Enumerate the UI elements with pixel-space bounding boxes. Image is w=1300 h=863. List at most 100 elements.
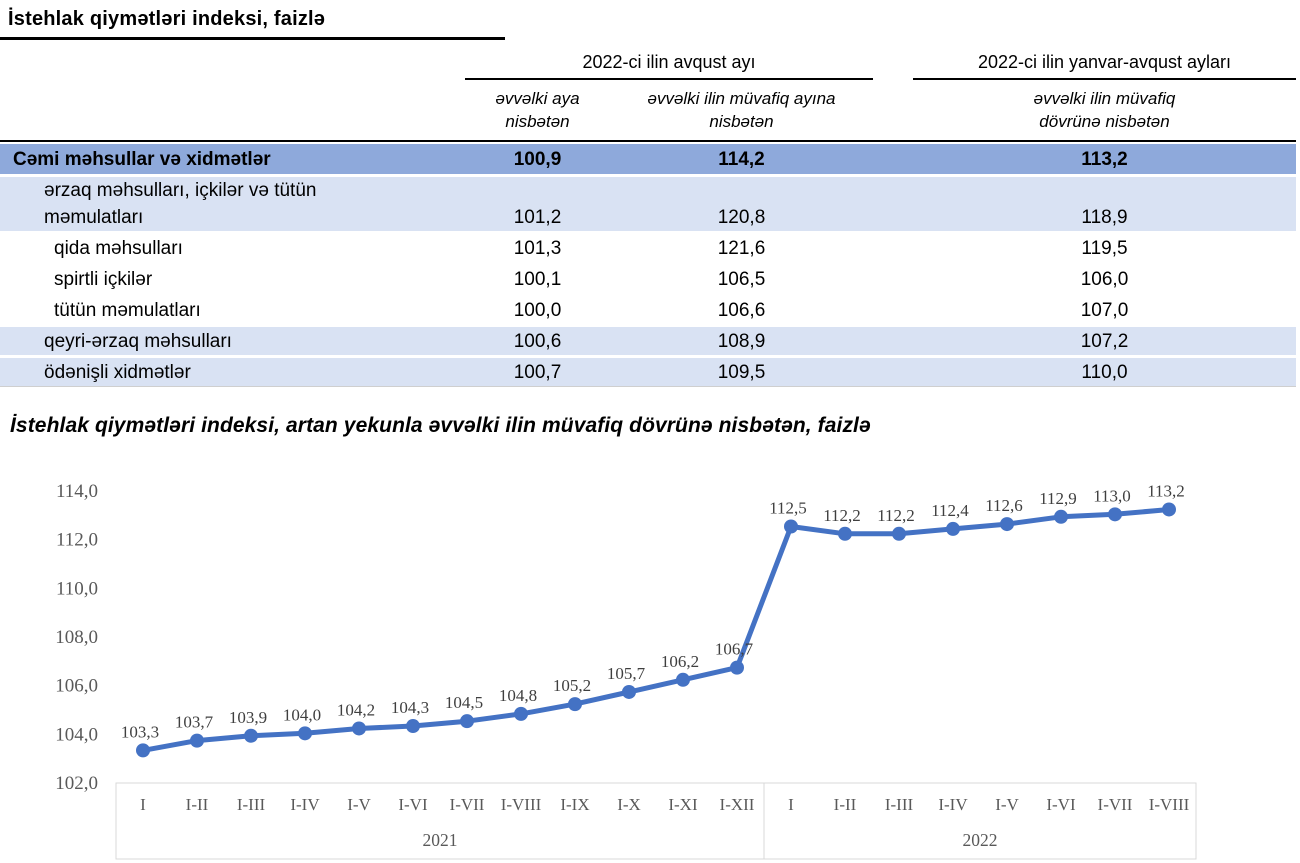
data-point-label: 104,2 xyxy=(337,700,375,719)
column-header-label: əvvəlki ilin müvafiq ayına nisbətən xyxy=(647,89,836,131)
y-axis-tick-label: 114,0 xyxy=(56,481,98,502)
y-axis-tick-label: 106,0 xyxy=(55,676,98,697)
x-axis-category-label: I-II xyxy=(186,795,209,814)
data-point-marker xyxy=(838,526,852,541)
x-axis-category-label: I-V xyxy=(995,795,1019,814)
row-value: 120,8 xyxy=(717,207,766,228)
data-point-marker xyxy=(1162,502,1176,517)
data-point-marker xyxy=(622,684,636,699)
cpi-line-series xyxy=(140,507,1172,753)
x-axis-category-label: I-III xyxy=(885,795,914,814)
row-label: qeyri-ərzaq məhsulları xyxy=(44,330,232,352)
data-point-marker xyxy=(406,719,420,734)
x-axis-category-label: I-XI xyxy=(668,795,698,814)
row-value: 100,1 xyxy=(513,268,562,290)
table-row: qida məhsulları 101,3 121,6 119,5 xyxy=(0,234,1296,262)
cpi-line-chart: 102,0 104,0 106,0 108,0 110,0 112,0 114,0 2021 2… xyxy=(0,460,1300,863)
cpi-line-chart-svg: 102,0 104,0 106,0 108,0 110,0 112,0 114,0 2021 2… xyxy=(55,481,1197,860)
data-point-label: 104,5 xyxy=(445,693,483,712)
data-point-marker xyxy=(1000,517,1014,532)
data-point-label: 112,5 xyxy=(769,499,807,518)
data-point-label: 112,2 xyxy=(823,506,861,525)
x-axis-category-label: I-VI xyxy=(1046,795,1076,814)
x-axis-category-label: I-VII xyxy=(1098,795,1133,814)
data-point-label: 105,2 xyxy=(553,676,591,695)
data-point-label: 106,2 xyxy=(661,652,699,671)
data-point-marker xyxy=(460,714,474,729)
row-label: Cəmi məhsullar və xidmətlər xyxy=(13,148,271,170)
row-value: 109,5 xyxy=(717,361,766,383)
data-point-label: 103,9 xyxy=(229,708,267,727)
data-point-label: 104,0 xyxy=(283,705,321,724)
x-axis-category-label: I-III xyxy=(237,795,266,814)
row-label: ərzaq məhsulları, içkilər və tütün məmul… xyxy=(44,180,317,228)
table-row: qeyri-ərzaq məhsulları 100,6 108,9 107,2 xyxy=(0,327,1296,355)
x-axis-category-label: I-IV xyxy=(938,795,968,814)
table-body: Cəmi məhsullar və xidmətlər 100,9 114,2 113… xyxy=(0,140,1296,387)
data-point-marker xyxy=(352,721,366,736)
row-value: 107,2 xyxy=(1080,330,1129,352)
data-point-marker xyxy=(190,733,204,748)
column-header-vs-same-period-prev-year: əvvəlki ilin müvafiq dövrünə nisbətən xyxy=(913,80,1296,140)
row-label: ödənişli xidmətlər xyxy=(44,361,191,383)
y-axis-tick-label: 108,0 xyxy=(55,627,98,648)
y-axis-tick-label: 102,0 xyxy=(55,773,98,794)
x-axis-category-label: I-VI xyxy=(398,795,428,814)
column-group-row: 2022-ci ilin avqust ayı 2022-ci ilin yan… xyxy=(0,44,1296,80)
data-point-label: 106,7 xyxy=(715,640,754,659)
table-row: spirtli içkilər 100,1 106,5 106,0 xyxy=(0,265,1296,293)
row-label: tütün məmulatları xyxy=(54,299,201,321)
row-value: 100,7 xyxy=(513,361,562,383)
data-point-label: 112,2 xyxy=(877,506,915,525)
x-axis-category-label: I-XII xyxy=(720,795,755,814)
row-value: 107,0 xyxy=(1080,299,1129,321)
data-point-label: 104,3 xyxy=(391,698,429,717)
row-value: 106,5 xyxy=(717,268,766,290)
x-axis-category-label: I xyxy=(140,795,146,814)
row-value: 106,6 xyxy=(717,299,766,321)
column-group-august: 2022-ci ilin avqust ayı xyxy=(465,44,873,80)
table-row: Cəmi məhsullar və xidmətlər 100,9 114,2 113… xyxy=(0,144,1296,174)
x-axis-category-label: I-IX xyxy=(560,795,589,814)
data-point-marker xyxy=(784,519,798,534)
row-value: 119,5 xyxy=(1081,237,1128,259)
data-point-label: 105,7 xyxy=(607,664,646,683)
column-header-label: əvvəlki ilin müvafiq dövrünə nisbətən xyxy=(1033,89,1176,131)
data-point-label: 113,0 xyxy=(1093,486,1131,505)
x-axis-category-label: I xyxy=(788,795,794,814)
data-point-marker xyxy=(568,697,582,712)
data-point-label: 104,8 xyxy=(499,686,537,705)
row-label: qida məhsulları xyxy=(54,237,183,259)
column-header-row: əvvəlki aya nisbətən əvvəlki ilin müvafi… xyxy=(0,80,1296,140)
data-point-marker xyxy=(1054,509,1068,524)
y-axis-tick-label: 110,0 xyxy=(56,578,98,599)
x-axis-box xyxy=(115,782,1197,860)
row-value: 114,2 xyxy=(718,148,765,170)
row-value: 121,6 xyxy=(717,237,766,259)
row-value: 118,9 xyxy=(1081,207,1128,228)
x-axis-category-label: I-X xyxy=(617,795,641,814)
data-point-marker xyxy=(1108,507,1122,522)
data-point-label: 103,3 xyxy=(121,722,159,741)
data-point-marker xyxy=(244,728,258,743)
data-point-marker xyxy=(676,672,690,687)
row-value: 100,9 xyxy=(513,148,562,170)
data-point-marker xyxy=(730,660,744,675)
column-header-vs-prev-month: əvvəlki aya nisbətən xyxy=(465,80,610,140)
x-axis-category-label: I-VII xyxy=(450,795,485,814)
y-axis-tick-label: 104,0 xyxy=(55,724,98,745)
x-axis-year-label: 2021 xyxy=(423,830,458,850)
data-point-label: 112,6 xyxy=(985,496,1023,515)
row-label: spirtli içkilər xyxy=(54,268,153,290)
row-value: 100,0 xyxy=(513,299,562,321)
data-point-marker xyxy=(514,706,528,721)
row-value: 101,2 xyxy=(513,207,562,228)
table-header: 2022-ci ilin avqust ayı 2022-ci ilin yan… xyxy=(0,44,1296,140)
column-header-vs-same-month-prev-year: əvvəlki ilin müvafiq ayına nisbətən xyxy=(610,80,873,140)
row-value: 113,2 xyxy=(1081,148,1128,170)
row-value: 108,9 xyxy=(717,330,766,352)
data-point-marker xyxy=(298,726,312,741)
x-axis-category-label: I-V xyxy=(347,795,371,814)
table-row: ərzaq məhsulları, içkilər və tütün məmul… xyxy=(0,177,1296,231)
